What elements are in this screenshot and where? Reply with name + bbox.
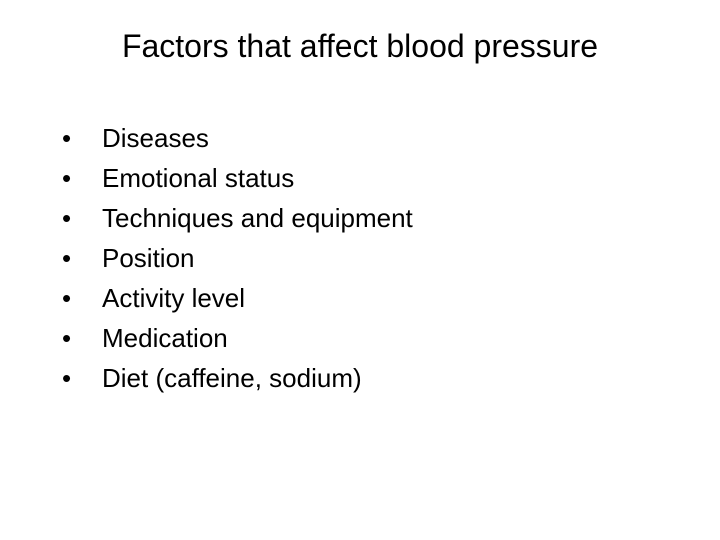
bullet-text: Activity level <box>102 281 245 315</box>
list-item: • Position <box>58 241 670 275</box>
slide-title: Factors that affect blood pressure <box>50 28 670 65</box>
bullet-list: • Diseases • Emotional status • Techniqu… <box>50 121 670 395</box>
list-item: • Medication <box>58 321 670 355</box>
slide-container: Factors that affect blood pressure • Dis… <box>0 0 720 540</box>
bullet-text: Diet (caffeine, sodium) <box>102 361 362 395</box>
bullet-text: Position <box>102 241 195 275</box>
bullet-icon: • <box>58 241 102 275</box>
bullet-icon: • <box>58 361 102 395</box>
list-item: • Diet (caffeine, sodium) <box>58 361 670 395</box>
list-item: • Emotional status <box>58 161 670 195</box>
list-item: • Diseases <box>58 121 670 155</box>
bullet-icon: • <box>58 281 102 315</box>
list-item: • Activity level <box>58 281 670 315</box>
bullet-icon: • <box>58 121 102 155</box>
bullet-text: Medication <box>102 321 228 355</box>
bullet-icon: • <box>58 321 102 355</box>
bullet-text: Techniques and equipment <box>102 201 413 235</box>
bullet-icon: • <box>58 161 102 195</box>
bullet-icon: • <box>58 201 102 235</box>
bullet-text: Diseases <box>102 121 209 155</box>
bullet-text: Emotional status <box>102 161 294 195</box>
list-item: • Techniques and equipment <box>58 201 670 235</box>
